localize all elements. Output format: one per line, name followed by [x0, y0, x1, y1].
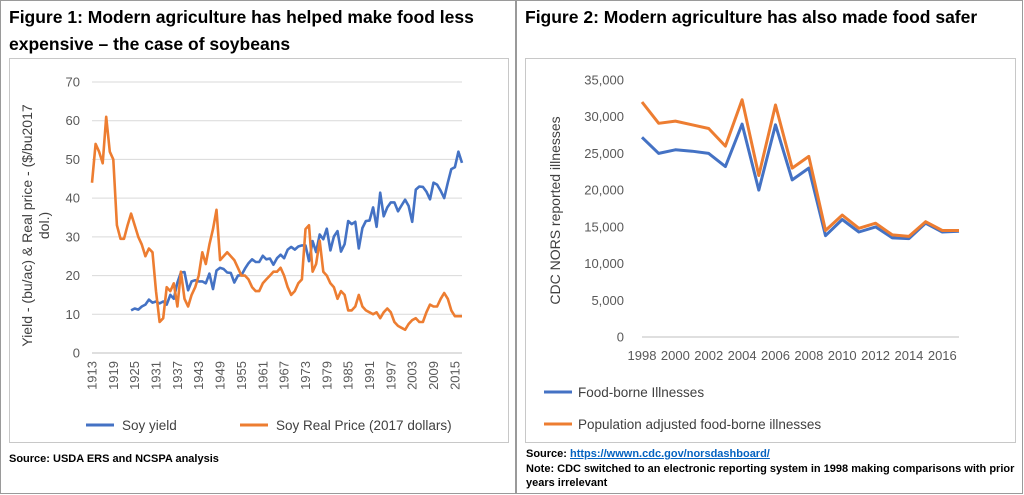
figure2-chart-frame: 0 5,000 10,000 15,000 20,000 25,000 30,000 35,0… [525, 58, 1016, 443]
foodborne-illnesses-line [640, 122, 960, 241]
figure2-source-label: Source: [526, 448, 571, 460]
x-tick-label: 1967 [277, 361, 292, 390]
y-tick-label: 30 [66, 229, 80, 244]
y-tick-label: 0 [73, 346, 80, 361]
x-tick-label: 1991 [362, 361, 377, 390]
figure2-title: Figure 2: Modern agriculture has also ma… [525, 7, 978, 27]
x-tick-label: 2003 [405, 361, 420, 390]
x-tick-label: 1961 [255, 361, 270, 390]
y-tick-label: 0 [617, 330, 624, 345]
y-tick-label: 10 [66, 307, 80, 322]
y-tick-label: 25,000 [584, 146, 624, 161]
y-tick-label: 20,000 [584, 183, 624, 198]
x-tick-label: 2008 [794, 348, 823, 363]
soy-yield-line [130, 150, 464, 312]
legend-label: Population adjusted food-borne illnesses [578, 417, 821, 432]
y-axis-title: CDC NORS reported illnesses [547, 116, 563, 304]
figure2-panel: Figure 2: Modern agriculture has also ma… [516, 0, 1023, 494]
figure1-title: Figure 1: Modern agriculture has helped … [9, 7, 474, 54]
x-tick-label: 2016 [928, 348, 957, 363]
figure1-chart: 0 10 20 30 40 50 60 70 1913 1919 1925 1931 1937 1943 1… [19, 75, 464, 433]
y-tick-label: 50 [66, 152, 80, 167]
x-tick-label: 2004 [728, 348, 757, 363]
x-tick-label: 2015 [447, 361, 462, 390]
x-tick-label: 1998 [628, 348, 657, 363]
figure1-panel: Figure 1: Modern agriculture has helped … [0, 0, 516, 494]
x-tick-label: 2010 [828, 348, 857, 363]
legend-label: Food-borne Illnesses [578, 385, 704, 400]
legend-label: Soy Real Price (2017 dollars) [276, 418, 452, 433]
x-tick-label: 2014 [894, 348, 923, 363]
x-tick-label: 2009 [426, 361, 441, 390]
x-tick-label: 1949 [213, 361, 228, 390]
x-tick-label: 2000 [661, 348, 690, 363]
figure2-source-link[interactable]: https://wwwn.cdc.gov/norsdashboard/ [570, 448, 770, 460]
figure2-note: Note: CDC switched to an electronic repo… [526, 463, 1015, 489]
x-tick-label: 2002 [694, 348, 723, 363]
x-tick-label: 1931 [149, 361, 164, 390]
x-tick-label: 1943 [191, 361, 206, 390]
y-tick-label: 30,000 [584, 109, 624, 124]
population-adjusted-line [640, 98, 959, 238]
y-tick-label: 70 [66, 75, 80, 90]
x-tick-label: 1913 [85, 361, 100, 390]
x-tick-label: 2006 [761, 348, 790, 363]
figure2-source: Source: https://wwwn.cdc.gov/norsdashboa… [526, 447, 1016, 461]
y-tick-label: 15,000 [584, 219, 624, 234]
soy-price-line [90, 115, 462, 332]
figure2-chart: 0 5,000 10,000 15,000 20,000 25,000 30,000 35,0… [544, 73, 960, 432]
y-tick-label: 40 [66, 191, 80, 206]
x-tick-label: 1919 [106, 361, 121, 390]
x-tick-label: 1937 [170, 361, 185, 390]
x-tick-label: 1973 [298, 361, 313, 390]
y-axis-title-line2: dol.) [36, 212, 52, 239]
legend-label: Soy yield [122, 418, 177, 433]
x-tick-label: 1997 [383, 361, 398, 390]
x-tick-label: 1985 [341, 361, 356, 390]
x-tick-label: 1979 [319, 361, 334, 390]
figure1-chart-frame: 0 10 20 30 40 50 60 70 1913 1919 1925 1931 1937 1943 1… [9, 58, 509, 443]
figure1-source: Source: USDA ERS and NCSPA analysis [9, 453, 219, 465]
x-tick-label: 2012 [861, 348, 890, 363]
y-tick-label: 35,000 [584, 73, 624, 88]
y-tick-label: 60 [66, 113, 80, 128]
y-tick-label: 20 [66, 268, 80, 283]
y-tick-label: 10,000 [584, 256, 624, 271]
y-axis-title-line1: Yield - (bu/ac) & Real price - ($/bu2017 [19, 104, 35, 346]
y-tick-label: 5,000 [591, 293, 624, 308]
x-tick-label: 1955 [234, 361, 249, 390]
x-tick-label: 1925 [127, 361, 142, 390]
